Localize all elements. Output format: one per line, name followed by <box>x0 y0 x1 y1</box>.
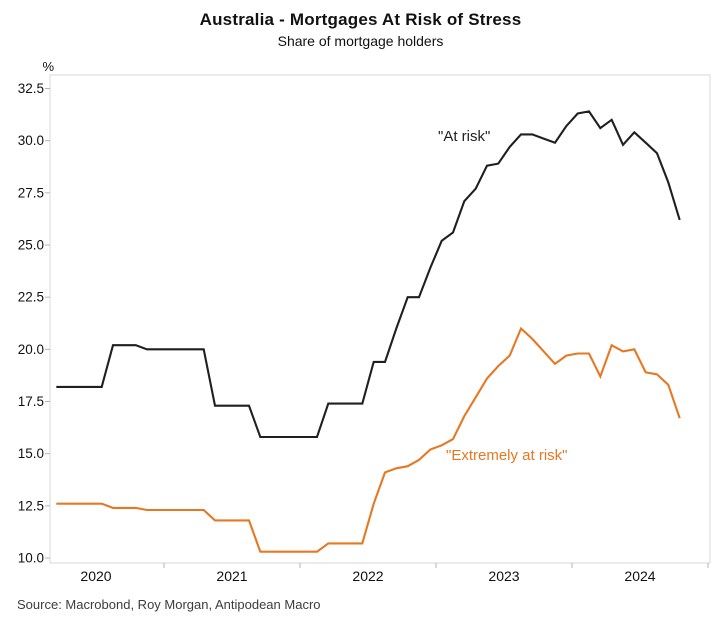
x-tick-label: 2023 <box>488 568 519 584</box>
y-axis-unit-label: % <box>42 59 54 74</box>
x-tick-label: 2024 <box>624 568 655 584</box>
extremely-at-risk-line <box>56 326 681 553</box>
y-tick-label: 10.0 <box>18 551 44 566</box>
at-risk-line <box>56 110 681 439</box>
y-tick-label: 20.0 <box>18 342 44 357</box>
plot-frame <box>49 74 711 564</box>
y-tick-label: 12.5 <box>18 498 44 513</box>
chart-title: Australia - Mortgages At Risk of Stress <box>199 10 522 29</box>
y-tick-label: 32.5 <box>18 81 44 96</box>
at-risk-series-label: "At risk" <box>438 128 491 145</box>
x-tick-label: 2022 <box>352 568 383 584</box>
chart-subtitle: Share of mortgage holders <box>277 33 444 49</box>
extremely-at-risk-series-label: "Extremely at risk" <box>446 447 568 464</box>
y-tick-label: 17.5 <box>18 394 44 409</box>
y-tick-label: 22.5 <box>18 290 44 305</box>
y-tick-label: 30.0 <box>18 133 44 148</box>
y-tick-label: 25.0 <box>18 237 44 252</box>
x-tick-label: 2020 <box>80 568 111 584</box>
x-tick-label: 2021 <box>216 568 247 584</box>
y-tick-label: 15.0 <box>18 446 44 461</box>
y-tick-label: 27.5 <box>18 185 44 200</box>
source-note: Source: Macrobond, Roy Morgan, Antipodea… <box>17 597 321 612</box>
